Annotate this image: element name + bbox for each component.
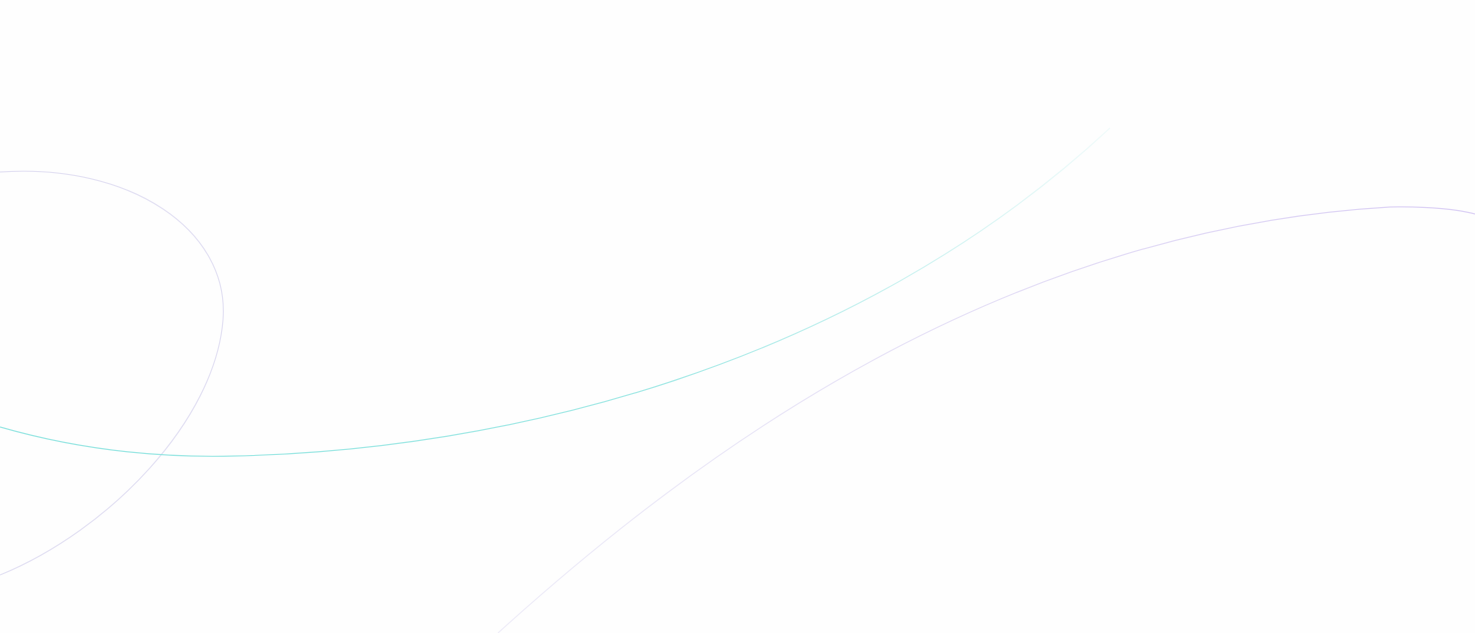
decorative-curve [497, 206, 1475, 633]
decorative-curve [0, 127, 1111, 457]
decorative-curve [0, 170, 224, 576]
